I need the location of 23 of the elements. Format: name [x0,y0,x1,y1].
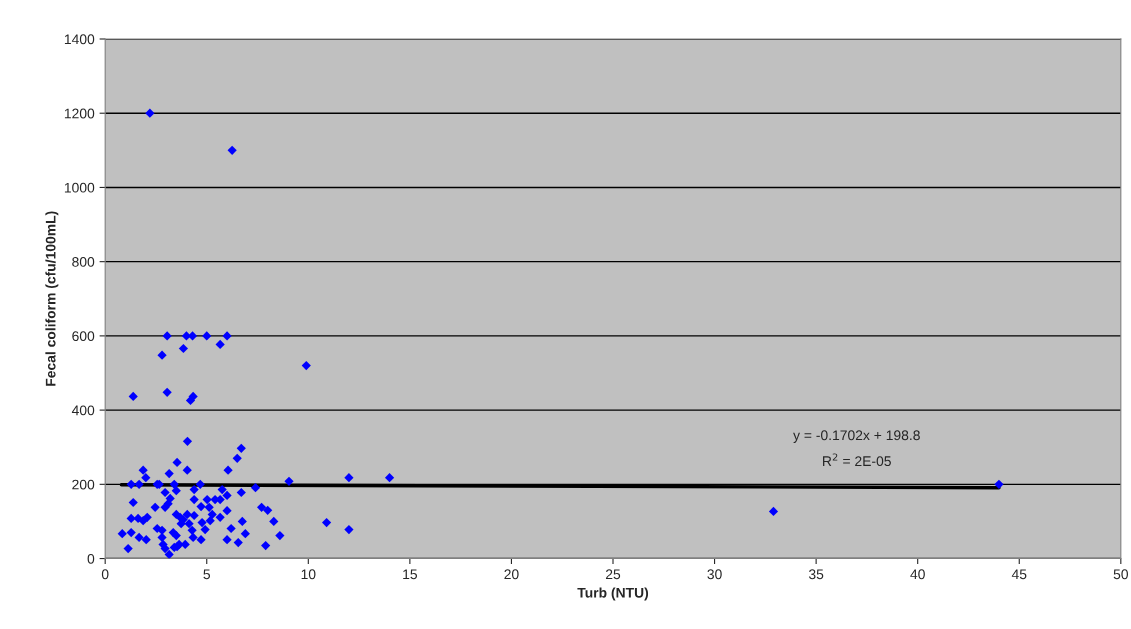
x-tick-label: 40 [910,569,925,580]
x-tick-label: 45 [1011,569,1027,580]
x-tick-label: 10 [301,569,316,580]
x-tick-label: 30 [707,569,722,580]
y-tick-label: 800 [72,257,95,267]
x-tick-label: 35 [808,569,824,580]
x-tick-label: 0 [101,569,109,580]
annotation: R$^{2}$ = 2E-05 [823,453,891,467]
y-tick-label: 0 [87,553,95,564]
y-tick-label: 400 [71,405,95,416]
annotation: y = -0.1702x + 198.8 [793,430,920,443]
x-tick-label: 15 [403,569,418,580]
y-tick-label: 1000 [64,182,95,193]
x-tick-label: 25 [605,569,621,580]
y-tick-label: 1400 [64,34,95,45]
y-tick-label: 1200 [64,108,95,119]
x-axis-title: Turb (NTU) [577,587,649,601]
y-tick-label: 600 [72,331,95,342]
x-tick-label: 5 [203,569,211,580]
y-axis-title: Fecal coliform (cfu/100mL) [45,211,59,386]
y-tick-label: 200 [72,479,95,490]
x-tick-label: 20 [504,569,519,580]
x-tick-label: 50 [1113,569,1128,580]
